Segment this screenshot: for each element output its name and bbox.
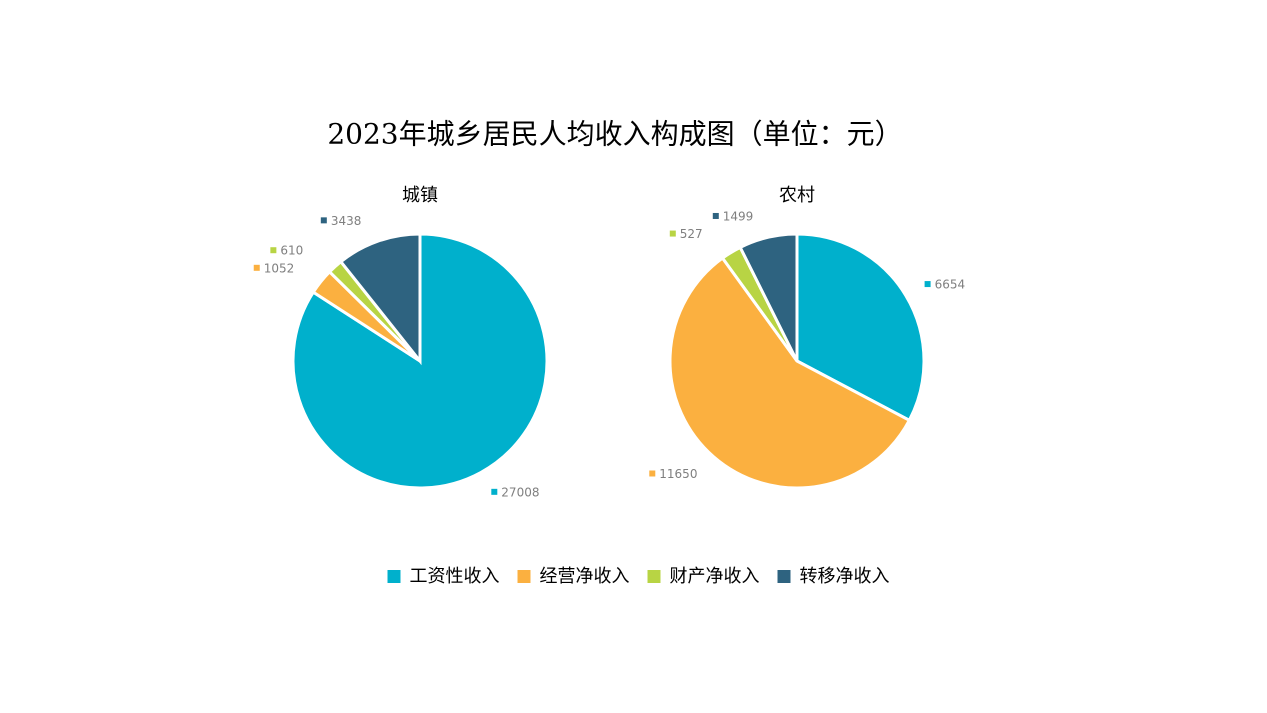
legend-label: 转移净收入 — [800, 566, 890, 587]
data-label: 610 — [280, 244, 303, 258]
legend-swatch — [777, 570, 791, 583]
legend-swatch — [517, 570, 531, 583]
data-label: 527 — [680, 227, 703, 241]
chart-title: 2023年城乡居民人均收入构成图（单位：元） — [327, 118, 902, 151]
label-marker — [253, 264, 260, 271]
pie-slice — [795, 232, 926, 423]
label-marker — [669, 230, 676, 237]
label-marker — [712, 212, 719, 219]
legend-label: 财产净收入 — [670, 566, 760, 587]
label-marker — [649, 470, 656, 477]
label-marker — [320, 217, 327, 224]
data-label: 3438 — [331, 214, 362, 228]
label-marker — [270, 247, 277, 254]
pie-slice — [338, 232, 422, 366]
legend-label: 工资性收入 — [410, 566, 500, 587]
pie-title: 城镇 — [402, 185, 438, 206]
pie-title: 农村 — [779, 185, 815, 206]
label-marker — [924, 281, 931, 288]
data-label: 27008 — [501, 485, 539, 499]
data-label: 6654 — [935, 278, 966, 292]
label-marker — [491, 488, 498, 495]
data-label: 1499 — [723, 209, 754, 223]
legend-swatch — [387, 570, 401, 583]
legend-label: 经营净收入 — [540, 566, 630, 587]
legend-swatch — [647, 570, 661, 583]
pie-slice — [738, 232, 799, 362]
data-label: 11650 — [659, 467, 697, 481]
data-label: 1052 — [264, 261, 295, 275]
pie-slice — [668, 255, 912, 490]
